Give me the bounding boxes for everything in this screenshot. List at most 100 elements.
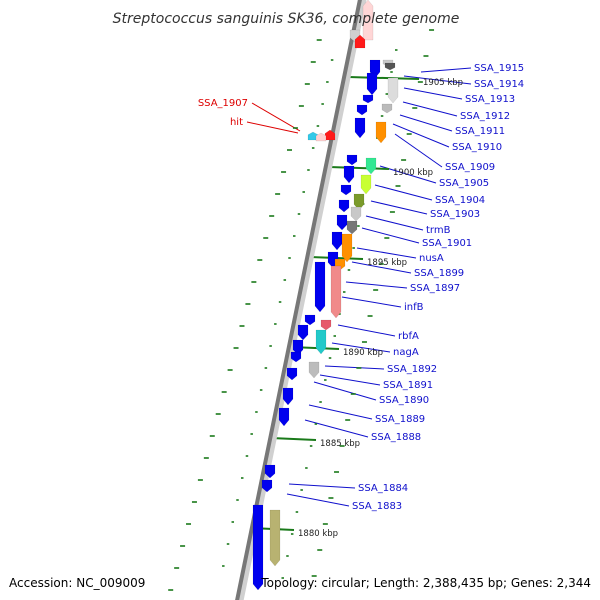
gene-arrow [338,199,350,213]
gene-arrow [360,174,372,195]
gene-arrow [381,103,393,114]
gene-arrow [346,154,358,166]
gene-arrow [362,0,374,41]
label-leader-line [374,184,433,201]
gene-label-right: SSA_1913 [465,94,515,105]
gene-arrow [282,387,294,406]
gene-label-right: SSA_1892 [387,364,437,375]
gene-label-right: SSA_1910 [452,142,502,153]
gene-arrow [261,479,273,493]
label-leader-line [370,200,428,215]
label-leader-line [361,227,420,244]
accession-text: Accession: NC_009009 [9,576,145,590]
kbp-marker-label: 1895 kbp [367,258,407,268]
gene-label-right: SSA_1889 [375,414,425,425]
gene-arrow [354,34,366,49]
gene-arrow [353,193,365,211]
gene-arrow [320,319,332,331]
label-leader-line [337,324,396,337]
label-leader-line [331,342,391,353]
gene-arrow [350,206,362,222]
label-leader-line [402,101,458,117]
gene-arrow [278,407,290,427]
gene-label-right: SSA_1901 [422,238,472,249]
gene-label-right: nusA [419,253,444,264]
gene-arrow [315,329,327,355]
label-leader-line [251,102,301,132]
gene-label-right: SSA_1891 [383,380,433,391]
gene-arrow [286,367,298,381]
gene-arrow [315,132,327,142]
label-leader-line [319,374,381,386]
gene-label-right: SSA_1911 [455,126,505,137]
gene-label-left: SSA_1907 [198,98,248,109]
gene-label-right: SSA_1897 [410,283,460,294]
gene-label-left: hit [230,117,243,128]
backbone [235,0,367,600]
gene-label-right: nagA [393,347,419,358]
kbp-tick [348,76,420,80]
gene-label-right: SSA_1883 [352,501,402,512]
gene-label-right: rbfA [398,331,419,342]
gene-arrow [387,77,399,104]
kbp-tick [271,437,317,441]
gene-arrow [308,361,320,379]
gene-arrow [290,351,302,363]
gene-label-right: SSA_1912 [460,111,510,122]
gene-arrow [307,131,319,141]
gene-label-right: SSA_1914 [474,79,524,90]
gene-arrow [346,220,358,235]
label-leader-line [288,483,356,489]
kbp-marker-label: 1905 kbp [423,78,463,88]
gene-arrow [297,324,309,341]
label-leader-line [365,215,424,231]
gene-label-right: infB [404,302,424,313]
gene-arrow [366,72,378,96]
label-leader-line [246,121,299,134]
label-leader-line [324,365,385,370]
label-leader-line [420,67,472,73]
gene-label-right: SSA_1888 [371,432,421,443]
gene-arrow [354,117,366,139]
gene-arrow [324,129,336,141]
gene-arrow [356,104,368,116]
gene-label-right: SSA_1905 [439,178,489,189]
label-leader-line [403,87,463,100]
kbp-marker-label: 1900 kbp [393,168,433,178]
gene-arrow [264,464,276,479]
gene-label-right: SSA_1890 [379,395,429,406]
kbp-marker-label: 1890 kbp [343,348,383,358]
gene-label-right: trmB [426,225,451,236]
gene-arrow [314,261,326,313]
gene-arrow [375,121,387,144]
gene-label-right: SSA_1909 [445,162,495,173]
gene-arrow [304,314,316,326]
label-leader-line [394,133,443,168]
gene-arrow [362,94,374,104]
label-leader-line [304,419,369,438]
gene-label-right: SSA_1904 [435,195,485,206]
label-leader-line [313,381,377,401]
gene-label-right: SSA_1915 [474,63,524,74]
label-leader-line [341,296,402,308]
label-leader-line [351,261,412,274]
gene-arrow [365,157,377,175]
gene-arrow [331,231,343,251]
map-title: Streptococcus sanguinis SK36, complete g… [113,11,460,27]
kbp-marker-label: 1880 kbp [298,529,338,539]
label-leader-line [345,281,408,289]
label-leader-line [392,123,450,148]
label-leader-line [403,75,472,85]
label-leader-line [379,165,437,184]
gene-label-right: SSA_1903 [430,209,480,220]
gene-arrow [384,62,396,71]
gene-arrow [252,504,264,591]
gene-arrow [341,233,353,263]
gene-arrow [340,184,352,196]
leader-lines [246,67,472,507]
labels: Streptococcus sanguinis SK36, complete g… [9,11,591,590]
label-leader-line [356,247,417,259]
kbp-tick [329,166,390,170]
